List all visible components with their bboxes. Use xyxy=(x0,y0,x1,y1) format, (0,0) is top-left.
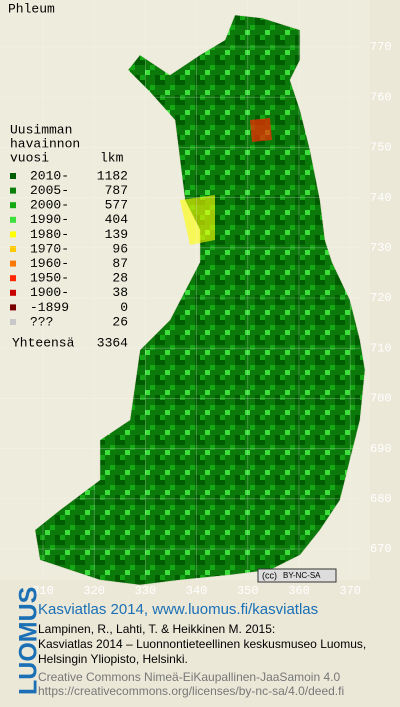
headline: Kasviatlas 2014, www.luomus.fi/kasviatla… xyxy=(38,601,318,618)
legend-count: 404 xyxy=(105,212,129,227)
y-tick-label: 700 xyxy=(370,392,392,406)
legend-swatch xyxy=(10,275,16,282)
legend-count: 96 xyxy=(112,241,128,256)
legend-count: 0 xyxy=(120,300,128,315)
northern-yellow-patch xyxy=(180,195,215,245)
finland-map xyxy=(34,14,366,586)
legend-label: 1970- xyxy=(30,241,69,256)
legend-label: 2010- xyxy=(30,168,69,183)
citation-line: Lampinen, R., Lahti, T. & Heikkinen M. 2… xyxy=(38,622,275,636)
legend-heading: Uusimman xyxy=(10,122,72,137)
legend-label: 1900- xyxy=(30,285,69,300)
cc-icon: (cc) xyxy=(262,570,277,580)
legend-count: 87 xyxy=(112,256,128,271)
y-tick-label: 720 xyxy=(370,291,392,305)
legend-label: ??? xyxy=(30,314,53,329)
y-tick-label: 680 xyxy=(370,492,392,506)
legend-label: 1980- xyxy=(30,227,69,242)
x-tick-label: 320 xyxy=(83,584,105,598)
y-tick-label: 670 xyxy=(370,542,392,556)
legend-swatch xyxy=(10,187,16,194)
y-tick-label: 710 xyxy=(370,341,392,355)
y-tick-label: 770 xyxy=(370,40,392,54)
total-label: Yhteensä xyxy=(12,335,75,350)
citation-line: Kasviatlas 2014 – Luonnontieteellinen ke… xyxy=(38,637,366,651)
total-count: 3364 xyxy=(97,335,128,350)
legend-label: 2005- xyxy=(30,183,69,198)
license-badge xyxy=(257,568,337,583)
legend-count: 26 xyxy=(112,314,128,329)
legend-count: 139 xyxy=(105,227,128,242)
legend-swatch xyxy=(10,246,16,252)
legend-label: 2000- xyxy=(30,198,69,213)
x-tick-label: 360 xyxy=(288,584,310,598)
legend-count-heading: lkm xyxy=(100,150,124,165)
y-tick-label: 690 xyxy=(370,442,392,456)
legend-swatch xyxy=(10,304,16,311)
legend-label: -1899 xyxy=(30,300,69,315)
x-tick-label: 370 xyxy=(339,584,361,598)
grid-ticks: 770 760 750 740 730 720 710 700 690 680 670 310 320 3… xyxy=(0,0,392,598)
legend-label: 1950- xyxy=(30,271,69,286)
license-line: Creative Commons Nimeä-EiKaupallinen-Jaa… xyxy=(38,670,340,684)
legend-count: 38 xyxy=(112,285,128,300)
legend-swatch xyxy=(10,173,16,179)
legend-count: 787 xyxy=(105,183,128,198)
legend-swatch xyxy=(10,216,16,223)
legend-swatch xyxy=(10,231,16,238)
y-tick-label: 750 xyxy=(370,141,392,155)
species-name: Phleum xyxy=(8,1,55,16)
legend-swatch xyxy=(10,319,16,325)
x-tick-label: 330 xyxy=(135,584,157,598)
x-tick-label: 340 xyxy=(186,584,208,598)
citation-line: Helsingin Yliopisto, Helsinki. xyxy=(38,652,188,666)
legend-count: 1182 xyxy=(97,168,128,183)
license-badge-text: BY-NC-SA xyxy=(283,571,321,580)
legend-label: 1990- xyxy=(30,212,69,227)
legend-heading: havainnon xyxy=(10,136,80,151)
legend-heading: vuosi xyxy=(10,150,49,165)
red-patch xyxy=(250,118,272,142)
legend-count: 28 xyxy=(112,271,128,286)
legend-count: 577 xyxy=(105,198,128,213)
y-tick-label: 730 xyxy=(370,241,392,255)
y-tick-label: 760 xyxy=(370,90,392,104)
legend-swatch xyxy=(10,202,16,209)
license-line: https://creativecommons.org/licenses/by-… xyxy=(38,684,344,698)
legend-swatch xyxy=(10,289,16,296)
x-tick-label: 310 xyxy=(32,584,54,598)
legend-swatch xyxy=(10,260,16,267)
legend-label: 1960- xyxy=(30,256,69,271)
y-tick-label: 740 xyxy=(370,191,392,205)
luomus-logo: LUOMUS xyxy=(15,587,43,695)
x-tick-label: 350 xyxy=(237,584,259,598)
